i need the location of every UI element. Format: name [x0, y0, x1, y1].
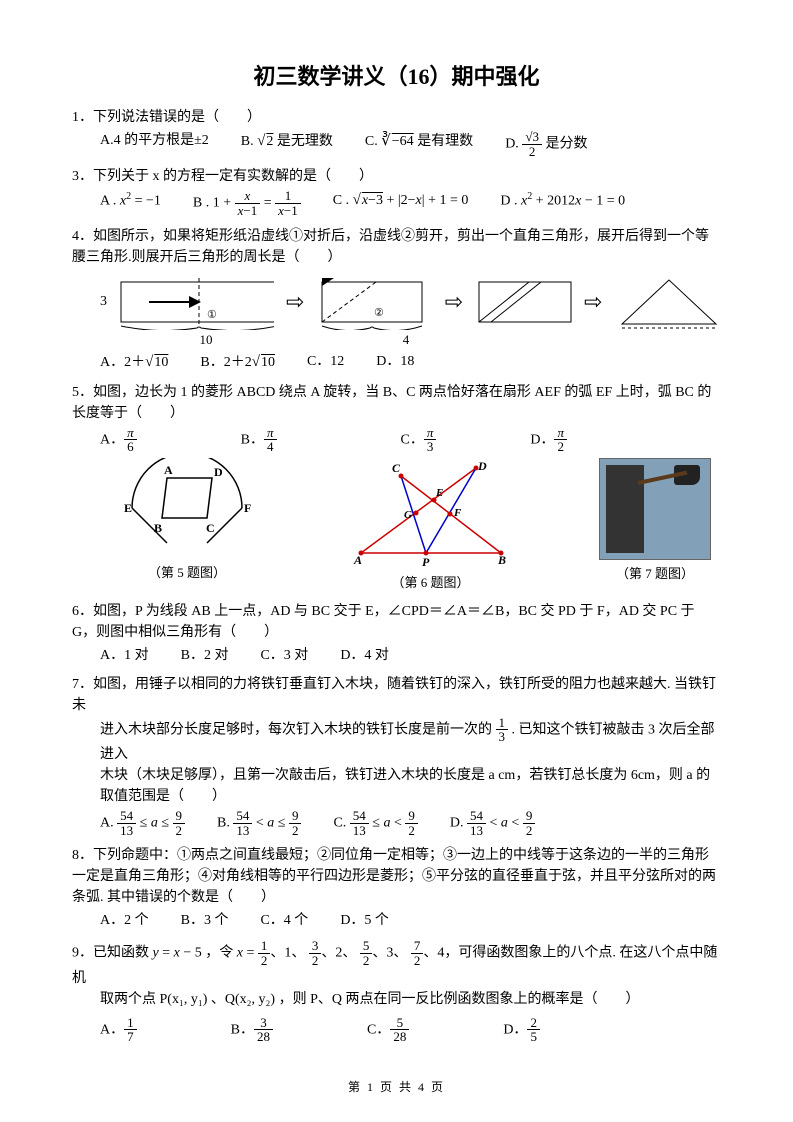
- svg-text:E: E: [435, 487, 443, 499]
- q5-stem: 5．如图，边长为 1 的菱形 ABCD 绕点 A 旋转，当 B、C 两点恰好落在…: [72, 382, 721, 424]
- q5-opt-d: D．π2: [530, 426, 567, 454]
- q7-stem-line3: 木块（木块足够厚），且第一次敲击后，铁钉进入木块的长度是 a cm，若铁钉总长度…: [72, 765, 721, 807]
- svg-text:G: G: [404, 509, 412, 521]
- q4-figure-row: 3 ① ⇨ ② ⇨ ⇨: [72, 274, 721, 330]
- q6-opt-b: B．2 对: [181, 645, 229, 666]
- q6-figure: A P B C D E G F （第 6 题图）: [346, 458, 516, 593]
- q9-stem-line1: 9．已知函数 y = x − 5 ，令 x = 12、1、 32、2、 52、3…: [72, 939, 721, 988]
- q7-figure: （第 7 题图）: [599, 458, 711, 584]
- q4-side-3: 3: [100, 291, 107, 312]
- svg-text:②: ②: [374, 307, 384, 319]
- svg-text:D: D: [214, 465, 223, 479]
- q1-opt-a: A.4 的平方根是±2: [100, 130, 209, 158]
- arrow-icon: ⇨: [584, 285, 602, 318]
- q7-stem-line2: 进入木块部分长度足够时，每次钉入木块的铁钉长度是前一次的 13 . 已知这个铁钉…: [72, 716, 721, 765]
- q7-opt-a: A. 5413 ≤ a ≤ 92: [100, 809, 185, 837]
- q9-opt-c: C．528: [367, 1016, 409, 1044]
- q4-fig-triangle: [614, 274, 721, 330]
- svg-text:D: D: [477, 459, 487, 473]
- q7-stem-line1: 7．如图，用锤子以相同的力将铁钉垂直钉入木块，随着铁钉的深入，铁钉所受的阻力也越…: [72, 674, 721, 716]
- svg-text:B: B: [154, 521, 162, 535]
- q4-stem: 4．如图所示，如果将矩形纸沿虚线①对折后，沿虚线②剪开，剪出一个直角三角形，展开…: [72, 226, 721, 268]
- q8-opt-c: C．4 个: [260, 910, 308, 931]
- q7-opt-d: D. 5413 < a < 92: [450, 809, 535, 837]
- q3-opt-c: C . √x−3 + |2−x| + 1 = 0: [333, 189, 469, 217]
- q1-opt-d: D. √32 是分数: [505, 130, 587, 158]
- q7-caption: （第 7 题图）: [599, 564, 711, 584]
- q1-stem: 1．下列说法错误的是（ ）: [72, 107, 721, 128]
- svg-text:①: ①: [207, 309, 217, 321]
- question-1: 1．下列说法错误的是（ ） A.4 的平方根是±2 B. √2 是无理数 C. …: [72, 107, 721, 158]
- q4-opt-b: B．2＋2√10: [200, 351, 275, 374]
- q6-caption: （第 6 题图）: [346, 573, 516, 593]
- q3-stem: 3．下列关于 x 的方程一定有实数解的是（ ）: [72, 166, 721, 187]
- svg-text:A: A: [353, 553, 362, 567]
- q5-caption: （第 5 题图）: [112, 563, 262, 583]
- svg-text:B: B: [497, 553, 506, 567]
- q5-opt-b: B．π4: [241, 426, 277, 454]
- question-5: 5．如图，边长为 1 的菱形 ABCD 绕点 A 旋转，当 B、C 两点恰好落在…: [72, 382, 721, 593]
- page-footer: 第 1 页 共 4 页: [0, 1078, 793, 1096]
- q9-stem-line2: 取两个点 P(x₁, y₁) 、Q(x₂, y₂) ，则 P、Q 两点在同一反比…: [72, 989, 721, 1010]
- q3-opt-a: A . x2 = −1: [100, 189, 161, 217]
- arrow-icon: ⇨: [445, 285, 463, 318]
- svg-text:F: F: [244, 501, 251, 515]
- q1-opt-c: C. ∛−64 是有理数: [365, 130, 473, 158]
- svg-text:F: F: [453, 507, 462, 519]
- svg-text:E: E: [124, 501, 132, 515]
- svg-text:A: A: [164, 463, 173, 477]
- q8-opt-b: B．3 个: [181, 910, 229, 931]
- svg-text:C: C: [206, 521, 215, 535]
- q7-opt-c: C. 5413 ≤ a < 92: [333, 809, 417, 837]
- question-8: 8．下列命题中：①两点之间直线最短；②同位角一定相等；③一边上的中线等于这条边的…: [72, 845, 721, 931]
- q9-opt-d: D．25: [503, 1016, 540, 1044]
- svg-text:P: P: [422, 555, 430, 568]
- q4-fig-rect3: [475, 274, 572, 330]
- question-9: 9．已知函数 y = x − 5 ，令 x = 12、1、 32、2、 52、3…: [72, 939, 721, 1044]
- q1-opt-b: B. √2 是无理数: [241, 130, 333, 158]
- q6-stem: 6．如图，P 为线段 AB 上一点，AD 与 BC 交于 E，∠CPD＝∠A＝∠…: [72, 601, 721, 643]
- q4-fig-rect1: ①: [119, 274, 274, 330]
- q8-stem: 8．下列命题中：①两点之间直线最短；②同位角一定相等；③一边上的中线等于这条边的…: [72, 845, 721, 908]
- q8-opt-a: A．2 个: [100, 910, 149, 931]
- q9-opt-b: B．328: [231, 1016, 273, 1044]
- question-6: 6．如图，P 为线段 AB 上一点，AD 与 BC 交于 E，∠CPD＝∠A＝∠…: [72, 601, 721, 666]
- q4-label-10: 10: [126, 330, 286, 350]
- q4-opt-c: C．12: [307, 351, 344, 374]
- q7-opt-b: B. 5413 < a ≤ 92: [217, 809, 301, 837]
- question-7: 7．如图，用锤子以相同的力将铁钉垂直钉入木块，随着铁钉的深入，铁钉所受的阻力也越…: [72, 674, 721, 838]
- q6-opt-a: A．1 对: [100, 645, 149, 666]
- svg-text:C: C: [392, 461, 401, 475]
- q9-opt-a: A．17: [100, 1016, 137, 1044]
- q3-opt-b: B . 1 + xx−1 = 1x−1: [193, 189, 301, 217]
- q6-opt-c: C．3 对: [260, 645, 308, 666]
- q4-opt-a: A．2＋√10: [100, 351, 168, 374]
- question-4: 4．如图所示，如果将矩形纸沿虚线①对折后，沿虚线②剪开，剪出一个直角三角形，展开…: [72, 226, 721, 374]
- q5-opt-c: C．π3: [401, 426, 437, 454]
- page-title: 初三数学讲义（16）期中强化: [72, 60, 721, 93]
- q8-opt-d: D．5 个: [340, 910, 389, 931]
- q3-opt-d: D . x2 + 2012x − 1 = 0: [500, 189, 625, 217]
- q4-label-4: 4: [346, 330, 466, 350]
- question-3: 3．下列关于 x 的方程一定有实数解的是（ ） A . x2 = −1 B . …: [72, 166, 721, 217]
- q6-opt-d: D．4 对: [340, 645, 389, 666]
- q4-opt-d: D．18: [376, 351, 414, 374]
- arrow-icon: ⇨: [286, 285, 304, 318]
- q5-figure: A D E F B C （第 5 题图）: [112, 458, 262, 583]
- q5-opt-a: A．π6: [100, 426, 137, 454]
- q4-fig-rect2: ②: [316, 274, 432, 330]
